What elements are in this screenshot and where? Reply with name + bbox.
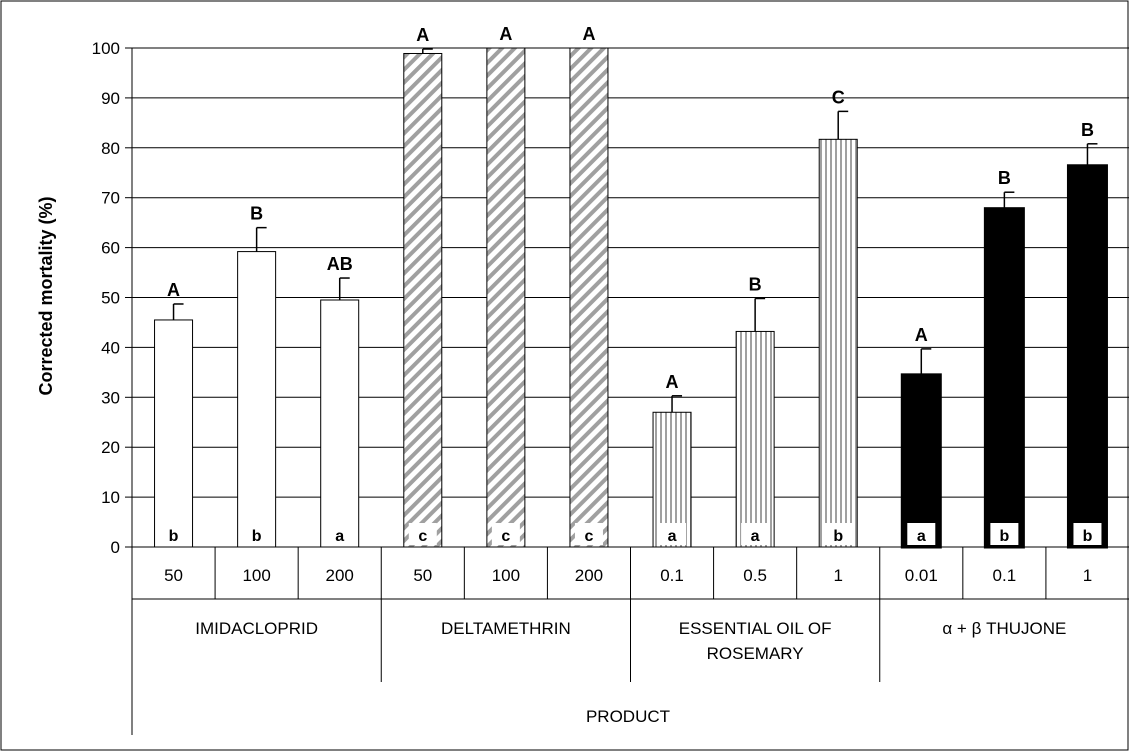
significance-letter-lower-box — [325, 523, 354, 545]
significance-letter-upper: AB — [327, 254, 353, 274]
y-tick-label: 0 — [111, 538, 120, 557]
bar — [320, 299, 360, 548]
y-tick-label: 60 — [101, 239, 120, 258]
significance-letter-lower-box — [1073, 523, 1102, 545]
significance-letter-upper: B — [749, 274, 762, 294]
y-tick-label: 100 — [92, 39, 120, 58]
bar — [900, 373, 942, 549]
group-label: ESSENTIAL OIL OF — [679, 619, 832, 638]
y-tick-label: 50 — [101, 289, 120, 308]
bar — [237, 251, 277, 548]
significance-letter-lower: b — [169, 528, 179, 545]
x-tick-label-dose: 0.01 — [905, 566, 938, 585]
bar — [486, 47, 526, 548]
significance-letter-upper: C — [832, 87, 845, 107]
bar — [735, 330, 775, 548]
x-tick-label-dose: 0.5 — [743, 566, 767, 585]
significance-letter-upper: A — [582, 24, 595, 44]
y-tick-label: 10 — [101, 488, 120, 507]
significance-letter-lower: b — [999, 528, 1009, 545]
significance-letter-upper: B — [250, 204, 263, 224]
x-tick-label-dose: 50 — [164, 566, 183, 585]
x-tick-label-dose: 200 — [575, 566, 603, 585]
x-tick-label-dose: 200 — [326, 566, 354, 585]
bar — [569, 47, 609, 548]
y-tick-label: 20 — [101, 438, 120, 457]
bar — [403, 52, 443, 548]
group-label: DELTAMETHRIN — [441, 619, 571, 638]
y-tick-label: 90 — [101, 89, 120, 108]
significance-letter-lower-box — [741, 523, 770, 545]
significance-letter-lower-box — [990, 523, 1019, 545]
significance-letter-lower-box — [824, 523, 853, 545]
significance-letter-upper: A — [167, 280, 180, 300]
significance-letter-lower: a — [917, 528, 926, 545]
significance-letter-lower: b — [833, 528, 843, 545]
axes: 0 10 20 30 40 50 60 70 80 90 100 50 100 200 50 100 200 0.… — [92, 39, 1129, 735]
significance-letter-lower: a — [335, 528, 344, 545]
significance-letter-lower-box — [574, 523, 603, 545]
significance-letter-lower-box — [491, 523, 520, 545]
x-tick-label-dose: 1 — [833, 566, 842, 585]
significance-letter-lower-box — [408, 523, 437, 545]
y-tick-label: 80 — [101, 139, 120, 158]
significance-letter-lower: a — [751, 528, 760, 545]
significance-letter-lower-box — [907, 523, 936, 545]
x-tick-label-dose: 100 — [492, 566, 520, 585]
significance-letter-lower: c — [585, 528, 594, 545]
significance-letter-upper: A — [416, 25, 429, 45]
significance-letter-lower-box — [159, 523, 188, 545]
significance-letter-lower: b — [252, 528, 262, 545]
significance-letter-lower: c — [418, 528, 427, 545]
y-axis-label: Corrected mortality (%) — [36, 196, 56, 395]
x-tick-label-dose: 50 — [413, 566, 432, 585]
group-label: ROSEMARY — [707, 644, 804, 663]
significance-letter-upper: A — [666, 372, 679, 392]
x-axis-label: PRODUCT — [586, 707, 670, 726]
bar — [983, 207, 1025, 549]
x-tick-label-dose: 100 — [242, 566, 270, 585]
significance-letter-upper: A — [499, 24, 512, 44]
significance-letter-upper: B — [1081, 120, 1094, 140]
significance-letter-lower: a — [668, 528, 677, 545]
group-label: α + β THUJONE — [942, 619, 1066, 638]
significance-letter-lower: b — [1083, 528, 1093, 545]
gridlines — [132, 47, 1129, 498]
significance-letter-lower: c — [501, 528, 510, 545]
y-tick-label: 40 — [101, 338, 120, 357]
bar — [154, 319, 194, 548]
x-tick-label-dose: 1 — [1083, 566, 1092, 585]
bar — [1066, 164, 1108, 549]
bars: Ab Bb AB a Ac Ac Ac Aa Ba Cb Aa Bb Bb — [154, 24, 1108, 549]
significance-letter-upper: A — [915, 325, 928, 345]
significance-letter-lower-box — [658, 523, 687, 545]
x-tick-label-dose: 0.1 — [993, 566, 1017, 585]
y-tick-label: 30 — [101, 388, 120, 407]
group-label: IMIDACLOPRID — [195, 619, 318, 638]
bar — [818, 138, 858, 548]
y-tick-label: 70 — [101, 189, 120, 208]
significance-letter-lower-box — [242, 523, 271, 545]
x-tick-label-dose: 0.1 — [660, 566, 684, 585]
significance-letter-upper: B — [998, 168, 1011, 188]
